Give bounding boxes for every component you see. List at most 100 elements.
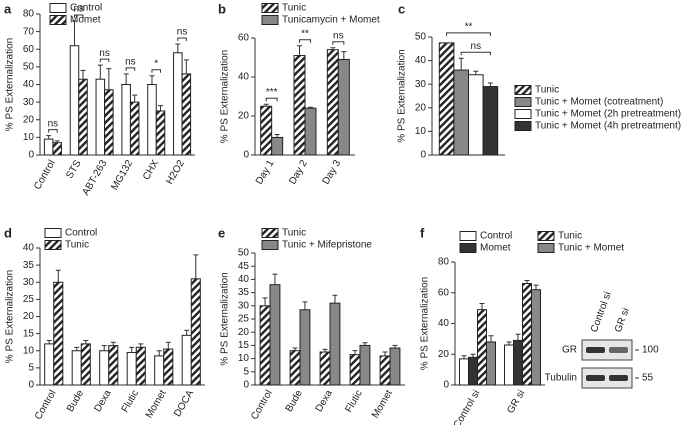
legend-swatch: [514, 109, 532, 119]
significance-bracket: [177, 37, 187, 41]
y-tick-label: 0: [420, 150, 426, 161]
y-tick-label: 60: [238, 33, 250, 44]
x-tick-label: Momet: [144, 388, 169, 420]
panel-letter: e: [218, 225, 225, 240]
bar: [477, 309, 487, 386]
error-bar: [297, 45, 302, 56]
significance-bracket: [125, 67, 136, 71]
y-tick-label: 40: [238, 274, 250, 285]
error-bar: [101, 345, 107, 351]
y-tick-label: 20: [438, 349, 450, 360]
legend-swatch: [44, 240, 62, 250]
significance-label: ns: [125, 57, 136, 68]
significance-bracket: [99, 58, 110, 63]
x-tick-label: Flutic: [120, 388, 141, 414]
significance-bracket: [265, 97, 278, 102]
x-tick-label: Control: [32, 158, 58, 191]
x-tick-label: Flutic: [343, 388, 364, 414]
bar: [486, 341, 496, 386]
error-bar: [54, 140, 60, 143]
error-bar: [46, 135, 52, 140]
bar: [163, 348, 174, 386]
y-axis-label: % PS Externalization: [420, 277, 431, 370]
significance-bracket: [151, 69, 162, 73]
error-bar: [308, 106, 313, 109]
legend-swatch: [261, 240, 279, 250]
y-tick-label: 20: [238, 111, 250, 122]
legend-swatch: [44, 228, 62, 238]
x-tick-label: GR si: [505, 388, 527, 415]
y-tick-label: 0: [28, 150, 34, 161]
bar: [504, 344, 514, 386]
bar: [513, 339, 523, 386]
y-tick-label: 70: [23, 26, 35, 37]
y-tick-label: 40: [438, 318, 450, 329]
legend-label: Tunic: [65, 240, 89, 251]
error-bar: [193, 254, 199, 279]
bar: [78, 78, 88, 156]
bar: [379, 355, 391, 386]
error-bar: [362, 342, 368, 346]
marker-label: 55: [642, 373, 654, 384]
error-bar: [83, 339, 89, 344]
bar: [482, 86, 499, 156]
error-bar: [123, 73, 129, 85]
x-tick-label: Day 2: [287, 158, 310, 187]
error-bar: [488, 335, 494, 342]
error-bar: [332, 294, 338, 304]
band-label: Tubulin: [545, 373, 577, 384]
bar: [155, 110, 166, 156]
legend-label: Tunic + Momet: [558, 243, 624, 254]
bar: [69, 45, 80, 156]
x-tick-label: Dexa: [92, 388, 113, 414]
bar: [319, 351, 331, 386]
bar: [271, 136, 284, 156]
significance-label: **: [301, 28, 309, 39]
bar: [147, 84, 157, 156]
legend-swatch: [537, 231, 555, 241]
error-bar: [274, 134, 280, 138]
panel-letter: f: [420, 225, 425, 240]
blot-band: [586, 347, 605, 353]
x-tick-label: Bude: [284, 388, 305, 414]
panel-letter: b: [218, 1, 226, 16]
error-bar: [138, 343, 144, 348]
error-bar: [165, 341, 171, 350]
blot-band: [609, 375, 628, 381]
bar: [108, 345, 119, 386]
x-tick-label: H2O2: [164, 158, 187, 187]
x-tick-label: STS: [64, 158, 83, 181]
error-bar: [470, 353, 476, 358]
y-axis-label: % PS Externalization: [5, 38, 16, 131]
bar: [154, 355, 165, 386]
legend-label: Control: [70, 3, 102, 14]
error-bar: [80, 69, 86, 80]
error-bar: [487, 82, 493, 87]
legend-swatch: [514, 121, 532, 131]
legend-swatch: [514, 85, 532, 95]
significance-label: ns: [48, 118, 59, 129]
error-bar: [55, 269, 61, 283]
y-tick-label: 0: [243, 380, 249, 391]
x-tick-label: Control: [249, 388, 275, 421]
y-axis-label: % PS Externalization: [397, 49, 408, 142]
error-bar: [156, 350, 162, 356]
x-tick-label: Momet: [370, 388, 395, 420]
error-bar: [175, 43, 181, 53]
bar: [104, 89, 114, 156]
y-axis-label: % PS Externalization: [5, 270, 16, 363]
y-tick-label: 20: [23, 311, 35, 322]
legend-label: Tunic: [558, 231, 582, 242]
significance-label: ns: [471, 41, 482, 52]
y-tick-label: 10: [23, 132, 35, 143]
x-tick-label: Dexa: [314, 388, 335, 414]
bar: [80, 343, 91, 386]
y-tick-label: 80: [438, 257, 450, 268]
y-tick-label: 45: [238, 261, 250, 272]
error-bar: [524, 279, 530, 284]
bar: [121, 84, 131, 156]
significance-bracket: [446, 32, 491, 36]
bar: [181, 334, 192, 386]
legend-label: Momet: [480, 243, 511, 254]
